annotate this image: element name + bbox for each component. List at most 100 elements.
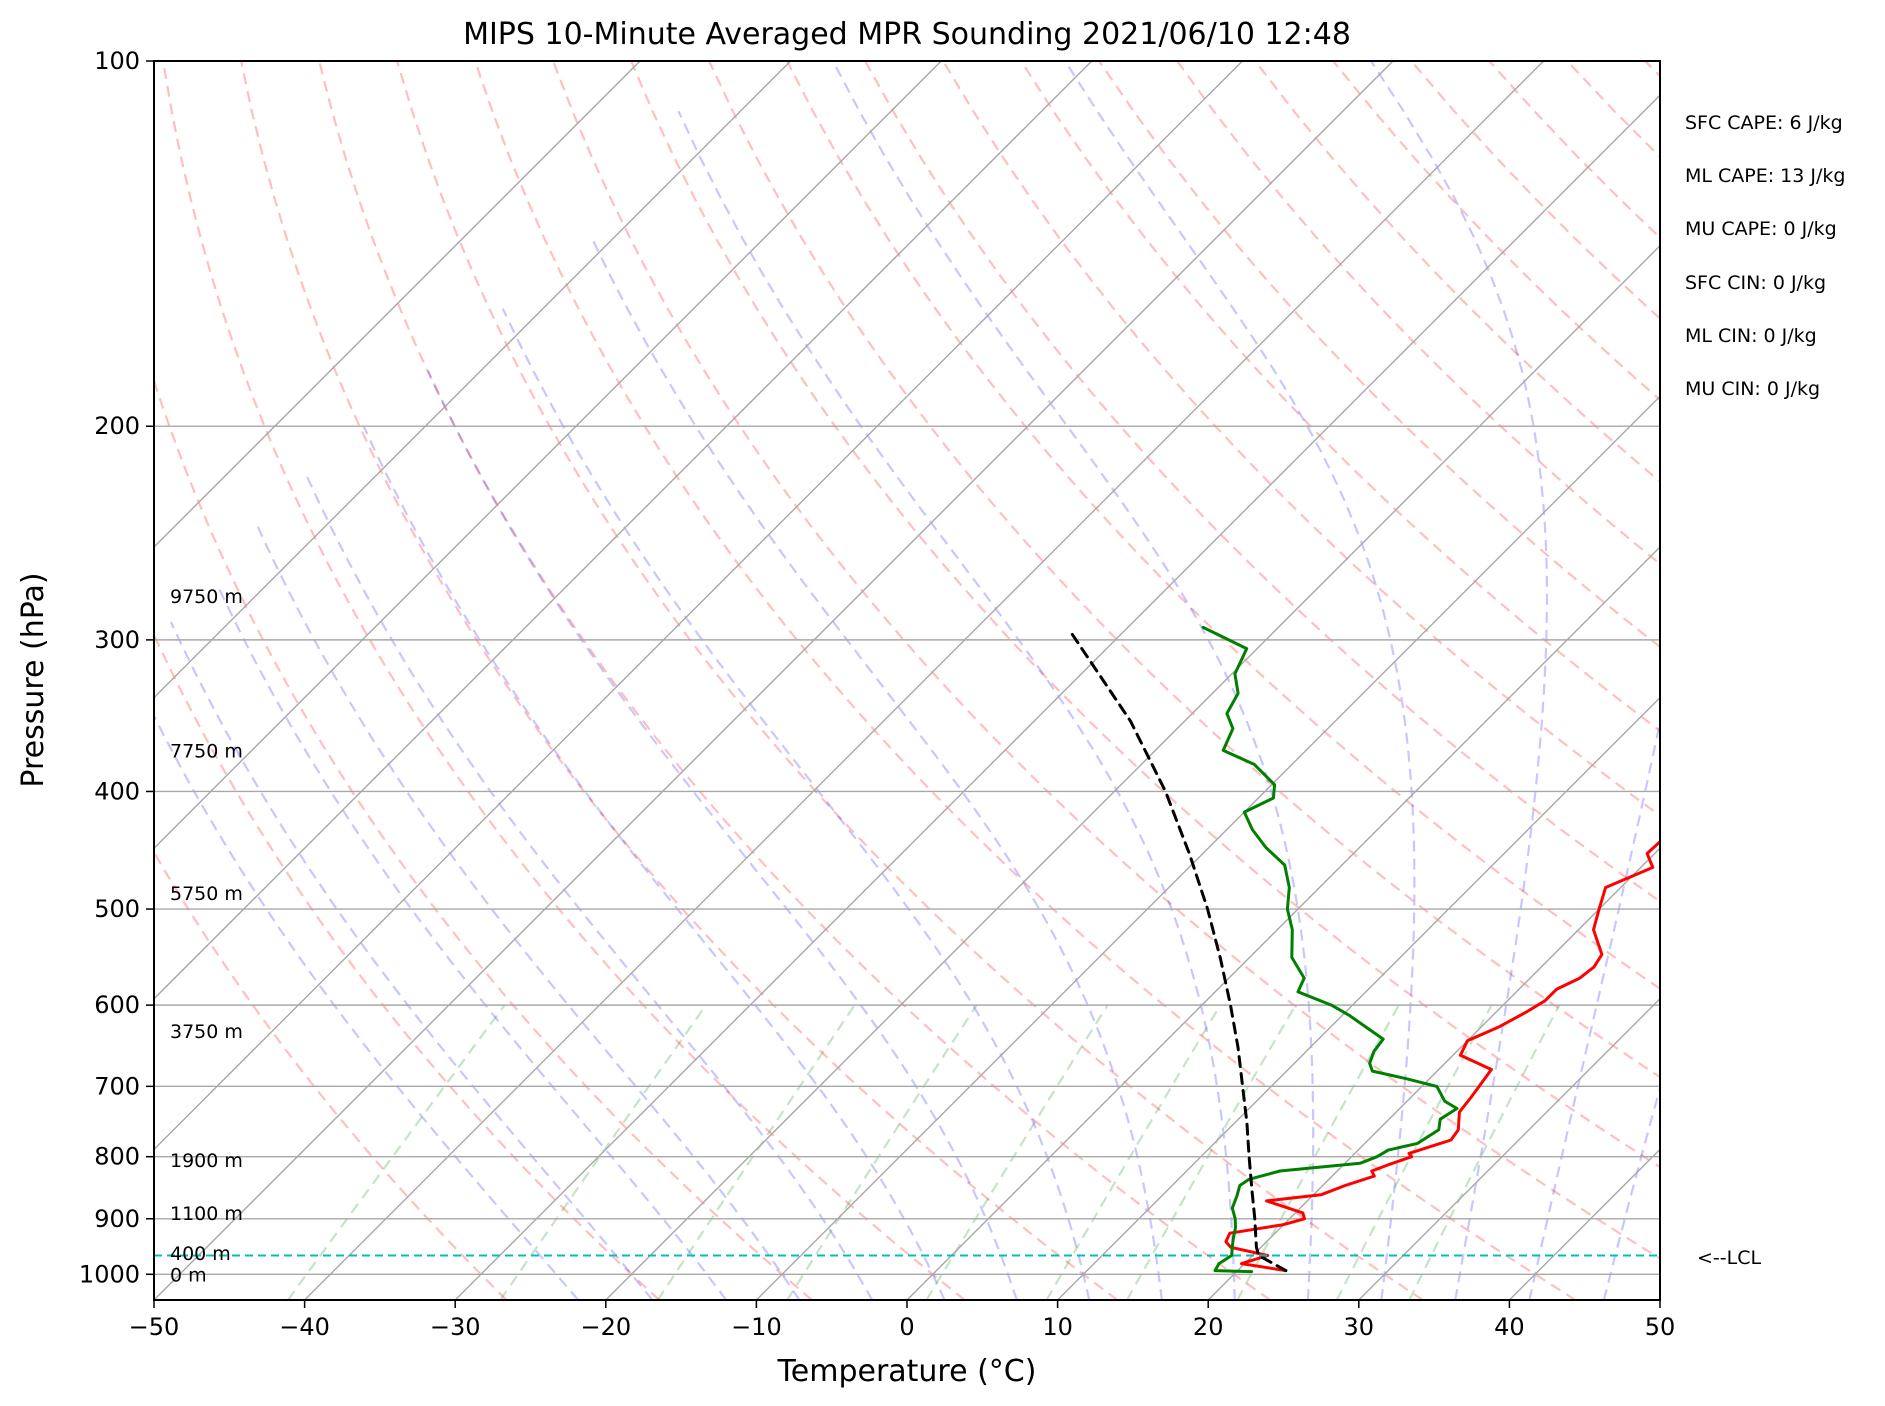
isotherm-line	[454, 94, 1660, 1300]
dry-adiabat-line	[864, 61, 1660, 903]
mixing-ratio-line	[1335, 1004, 1493, 1300]
dry-adiabat-line	[1098, 61, 1660, 649]
moist-adiabat-line	[1064, 61, 1416, 1300]
dry-adiabat-line	[318, 61, 1271, 1300]
isotherm-line	[154, 61, 641, 548]
isotherm-line	[1057, 696, 1660, 1300]
x-tick-label: 40	[1494, 1313, 1525, 1341]
dry-adiabat-line	[1332, 61, 1660, 402]
y-tick-label: 400	[94, 777, 140, 805]
dry-adiabat-line	[708, 61, 1660, 1079]
dry-adiabat-line	[1176, 61, 1660, 566]
y-tick-label: 1000	[79, 1260, 140, 1288]
y-tick-label: 200	[94, 412, 140, 440]
dry-adiabat-line	[1644, 61, 1660, 78]
ml-cin-label: ML CIN: 0 J/kg	[1685, 325, 1817, 347]
moist-adiabat-line	[154, 713, 580, 1300]
dry-adiabat-line	[942, 61, 1660, 817]
mixing-ratio-line	[656, 1004, 856, 1300]
pressure-grid	[154, 61, 1660, 1300]
dry-adiabat-line	[1723, 61, 1885, 1300]
mixing-ratio-line	[499, 1004, 707, 1300]
x-axis-label: Temperature (°C)	[777, 1354, 1037, 1389]
dry-adiabat-line	[474, 61, 1577, 1300]
lcl-label: <--LCL	[1697, 1247, 1761, 1269]
moist-adiabat-line	[1528, 717, 1660, 1300]
isotherm-line	[154, 61, 1243, 1151]
isotherm-line	[154, 61, 942, 850]
height-label: 0 m	[170, 1264, 207, 1286]
mixing-ratio-line	[1236, 1004, 1400, 1300]
moist-adiabat-line	[590, 237, 1163, 1300]
mixing-ratio-line	[287, 1004, 506, 1300]
dry-adiabat-line	[1566, 61, 1660, 159]
height-label: 1900 m	[170, 1150, 243, 1172]
indices-panel: SFC CAPE: 6 J/kg ML CAPE: 13 J/kg MU CAP…	[1685, 112, 1845, 400]
y-axis-label: Pressure (hPa)	[16, 572, 51, 787]
height-label: 400 m	[170, 1243, 231, 1265]
isotherm-line	[154, 61, 1394, 1300]
moist-adiabat-line	[216, 583, 728, 1300]
mixing-ratio-line	[786, 1004, 978, 1300]
x-tick-label: −50	[129, 1313, 180, 1341]
chart-title: MIPS 10-Minute Averaged MPR Sounding 202…	[463, 17, 1351, 52]
moist-adiabat-line	[677, 110, 1236, 1300]
dry-adiabat-line	[630, 61, 1660, 1169]
dry-adiabat-line	[1488, 61, 1660, 240]
moist-adiabat-line	[501, 308, 1091, 1300]
mu-cape-label: MU CAPE: 0 J/kg	[1685, 218, 1837, 240]
y-axis-ticks: 100 200 300 400 500 600 700 800 900 1000	[79, 47, 154, 1288]
mixing-ratio-line	[925, 1004, 1109, 1300]
dry-adiabat-line	[240, 61, 1119, 1300]
height-label: 9750 m	[170, 586, 243, 608]
mixing-ratio-line	[1045, 1004, 1222, 1300]
y-tick-label: 600	[94, 991, 140, 1019]
x-tick-label: 10	[1042, 1313, 1073, 1341]
isotherm-line	[1659, 1299, 1660, 1300]
isotherm-line	[755, 395, 1660, 1300]
height-label: 3750 m	[170, 1021, 243, 1043]
x-tick-label: −20	[580, 1313, 631, 1341]
dewpoint-profile-line	[1201, 625, 1459, 1274]
height-label: 5750 m	[170, 883, 243, 905]
temperature-profile-line	[1224, 839, 1660, 1273]
dry-adiabat-line	[154, 850, 508, 1300]
dry-adiabat-line	[154, 377, 813, 1300]
x-tick-label: 50	[1645, 1313, 1676, 1341]
dry-adiabat-line	[162, 61, 966, 1300]
isotherm-line	[154, 61, 792, 699]
y-tick-label: 700	[94, 1072, 140, 1100]
y-tick-label: 900	[94, 1205, 140, 1233]
moist-adiabat-line	[306, 476, 874, 1300]
isotherm-line	[906, 546, 1660, 1300]
y-tick-label: 300	[94, 626, 140, 654]
isotherm-line	[1207, 847, 1660, 1300]
x-tick-label: 30	[1344, 1313, 1375, 1341]
x-tick-label: −10	[731, 1313, 782, 1341]
isotherm-line	[304, 61, 1545, 1300]
mu-cin-label: MU CIN: 0 J/kg	[1685, 378, 1820, 400]
ml-cape-label: ML CAPE: 13 J/kg	[1685, 165, 1845, 187]
isotherm-line	[605, 244, 1660, 1300]
dry-adiabat-line	[786, 61, 1660, 990]
mixing-ratio-line	[1126, 1004, 1297, 1300]
dry-adiabat-line	[552, 61, 1660, 1260]
dry-adiabat-line	[396, 61, 1424, 1300]
moist-adiabat-line	[1370, 61, 1549, 1300]
parcel-profile-line	[1069, 631, 1288, 1273]
height-label: 7750 m	[170, 740, 243, 762]
dry-adiabat-line	[1020, 61, 1660, 733]
moist-adiabat-line	[254, 521, 801, 1300]
moist-adiabat-line	[362, 425, 946, 1300]
isotherm-line	[154, 61, 1093, 1000]
x-tick-label: −30	[430, 1313, 481, 1341]
sfc-cape-label: SFC CAPE: 6 J/kg	[1685, 112, 1843, 134]
mixing-ratio-line	[1408, 1004, 1561, 1300]
dry-adiabat-line	[1254, 61, 1660, 483]
dry-adiabat-line	[154, 632, 661, 1300]
isotherm-line	[1508, 1148, 1660, 1300]
isotherm-line	[1358, 997, 1660, 1300]
